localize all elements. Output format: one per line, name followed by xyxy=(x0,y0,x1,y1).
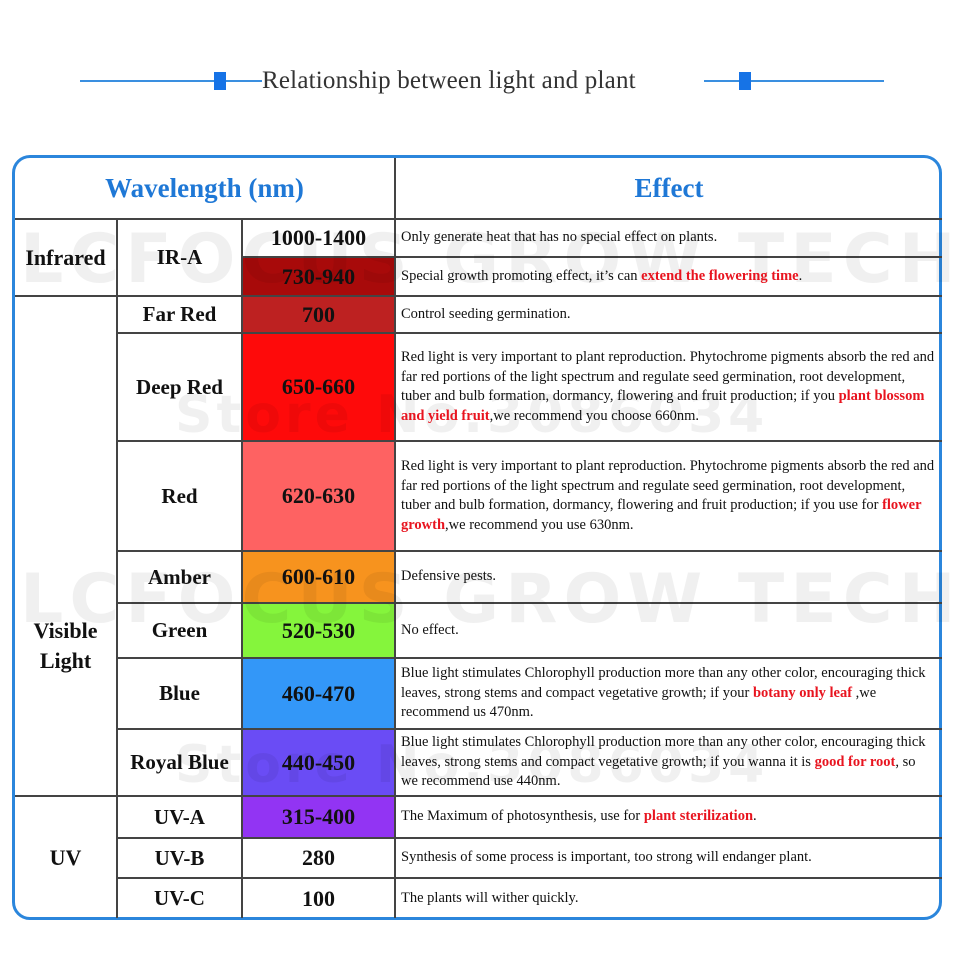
effect-text: No effect. xyxy=(401,621,459,638)
swatch-460-470 xyxy=(243,659,394,728)
swatch-520-530 xyxy=(243,604,394,657)
wavelength-650-660: 650-660 xyxy=(281,374,356,399)
effect-highlight: plant blossom and yield fruit xyxy=(401,388,925,424)
name-uv-b: UV-B xyxy=(154,845,205,870)
wavelength-460-470: 460-470 xyxy=(281,680,356,706)
effect-ir-a-730: Special growth promoting effect, it’s ca… xyxy=(401,258,936,295)
name-blue: Blue xyxy=(159,681,200,705)
name-green: Green xyxy=(151,618,208,642)
effect-text-post: , so we recommend use 440nm. xyxy=(401,753,916,790)
effect-text: The plants will wither quickly. xyxy=(401,889,579,906)
page-title: Relationship between light and plant xyxy=(262,67,636,94)
grid-h-r8 xyxy=(116,728,942,730)
grid-h-r10 xyxy=(116,837,942,839)
grid-v-effect xyxy=(394,158,396,918)
grid-h-r3 xyxy=(116,332,942,334)
swatch-620-630 xyxy=(243,442,394,550)
effect-text-post: ,we recommend us 470nm. xyxy=(401,684,877,721)
effect-text: Blue light stimulates Chlorophyll produc… xyxy=(401,734,926,770)
title-line-left xyxy=(80,80,262,82)
effect-blue: Blue light stimulates Chlorophyll produc… xyxy=(401,659,936,728)
category-uv: UV xyxy=(49,844,82,870)
effect-text: Synthesis of some process is important, … xyxy=(401,849,812,866)
effect-uv-a: The Maximum of photosynthesis, use for p… xyxy=(401,797,936,837)
grid-h-r6 xyxy=(116,602,942,604)
effect-royal-blue: Blue light stimulates Chlorophyll produc… xyxy=(401,730,936,795)
spectrum-table xyxy=(12,155,942,920)
name-amber: Amber xyxy=(148,564,211,589)
name-far-red: Far Red xyxy=(142,302,217,326)
effect-text: Defensive pests. xyxy=(401,568,497,585)
wavelength-280: 280 xyxy=(302,845,335,870)
wavelength-520-530: 520-530 xyxy=(281,617,356,643)
grid-h-r4 xyxy=(116,440,942,442)
effect-uv-c: The plants will wither quickly. xyxy=(401,879,936,918)
grid-h-r7 xyxy=(116,657,942,659)
header-effect: Effect xyxy=(634,172,704,203)
effect-text: Red light is very important to plant rep… xyxy=(401,458,935,513)
effect-text-post: . xyxy=(798,267,803,284)
swatch-650-660 xyxy=(243,334,394,440)
effect-text-post: . xyxy=(753,808,757,825)
wavelength-315-400: 315-400 xyxy=(281,804,356,829)
title-line-right xyxy=(704,80,884,82)
grid-h-r5 xyxy=(116,550,942,552)
effect-text: Red light is very important to plant rep… xyxy=(401,349,935,404)
grid-h-header xyxy=(15,218,942,220)
effect-text: Control seeding germination. xyxy=(401,305,571,322)
category-visible-light: Visible Light xyxy=(15,297,116,795)
effect-ir-a-1000: Only generate heat that has no special e… xyxy=(401,220,936,256)
name-ir-a: IR-A xyxy=(156,245,203,269)
effect-highlight: botany only leaf xyxy=(752,684,853,701)
grid-h-r1 xyxy=(241,256,942,258)
effect-uv-b: Synthesis of some process is important, … xyxy=(401,839,936,877)
effect-text-post: ,we recommend you use 630nm. xyxy=(445,516,634,533)
effect-far-red: Control seeding germination. xyxy=(401,297,936,332)
wavelength-440-450: 440-450 xyxy=(281,749,356,775)
effect-deep-red: Red light is very important to plant rep… xyxy=(401,334,936,440)
wavelength-730-940: 730-940 xyxy=(281,263,356,289)
name-uv-c: UV-C xyxy=(154,886,205,910)
wavelength-700: 700 xyxy=(302,301,335,327)
effect-text: Blue light stimulates Chlorophyll produc… xyxy=(401,665,926,701)
name-royal-blue: Royal Blue xyxy=(130,750,229,774)
effect-text: Only generate heat that has no special e… xyxy=(401,229,718,246)
effect-text: Special growth promoting effect, it’s ca… xyxy=(401,267,642,284)
swatch-730-940 xyxy=(243,258,394,295)
swatch-440-450 xyxy=(243,730,394,795)
grid-h-r11 xyxy=(116,877,942,879)
wavelength-1000-1400: 1000-1400 xyxy=(270,225,367,250)
swatch-700 xyxy=(243,297,394,332)
effect-highlight: plant sterilization xyxy=(643,808,754,825)
effect-highlight: extend the flowering time xyxy=(641,267,799,284)
effect-red: Red light is very important to plant rep… xyxy=(401,442,936,550)
name-red: Red xyxy=(161,483,198,508)
wavelength-600-610: 600-610 xyxy=(281,564,356,589)
category-infrared: Infrared xyxy=(25,244,106,270)
grid-h-infrared xyxy=(15,295,942,297)
name-deep-red: Deep Red xyxy=(136,374,223,399)
effect-highlight: flower growth xyxy=(401,497,922,533)
name-uv-a: UV-A xyxy=(154,804,205,829)
effect-amber: Defensive pests. xyxy=(401,552,936,602)
grid-v-name xyxy=(116,218,118,918)
wavelength-100: 100 xyxy=(302,885,335,911)
effect-highlight: good for root xyxy=(814,753,896,770)
title-square-left-icon xyxy=(214,72,226,90)
effect-text: The Maximum of photosynthesis, use for xyxy=(401,808,644,825)
wavelength-620-630: 620-630 xyxy=(281,483,356,508)
grid-h-visible xyxy=(15,795,942,797)
effect-green: No effect. xyxy=(401,604,936,657)
swatch-600-610 xyxy=(243,552,394,602)
swatch-315-400 xyxy=(243,797,394,837)
effect-text-post: ,we recommend you choose 660nm. xyxy=(489,407,700,424)
title-square-right-icon xyxy=(739,72,751,90)
header-wavelength: Wavelength (nm) xyxy=(105,172,304,203)
category-visible-light-label: Visible Light xyxy=(33,618,98,673)
grid-v-wavelength xyxy=(241,218,243,918)
